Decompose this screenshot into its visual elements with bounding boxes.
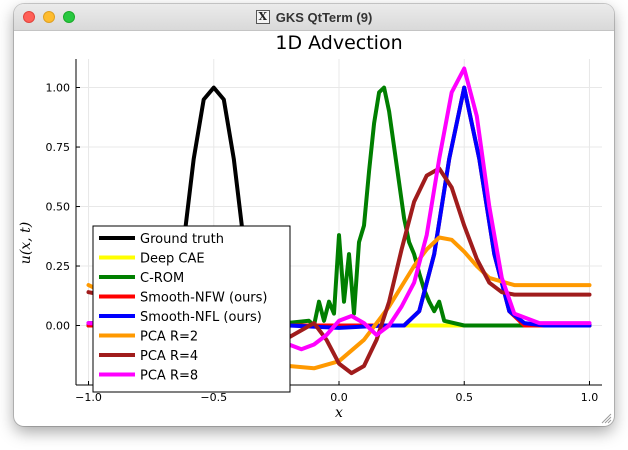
- chart-title: 1D Advection: [275, 32, 402, 54]
- legend-label: C-ROM: [140, 271, 184, 286]
- x-tick-label: 1.0: [581, 391, 599, 404]
- y-tick-label: 0.50: [46, 201, 71, 214]
- y-axis-label: u(x, t): [18, 222, 34, 264]
- legend-label: Deep CAE: [140, 252, 205, 267]
- series-line-2: [86, 85, 592, 328]
- resize-grip-icon[interactable]: [600, 412, 612, 424]
- window-title: GKS QtTerm (9): [275, 9, 373, 25]
- legend-box: [92, 225, 291, 393]
- x-tick-label: −1.0: [75, 391, 102, 404]
- x-tick-label: 0.5: [455, 391, 473, 404]
- legend: Ground truth Deep CAE C-ROM Smooth-NFW (our…: [92, 225, 291, 393]
- plot-canvas: −1.0 −0.5 0.0 0.5 1.0 0.00 0.25 0.50 0.75 1.00 1…: [14, 31, 614, 426]
- minimize-window-button[interactable]: [43, 11, 55, 23]
- x11-app-icon: X: [255, 10, 270, 24]
- legend-label: PCA R=2: [140, 330, 198, 345]
- y-tick-label: 0.25: [46, 260, 71, 273]
- legend-label: Ground truth: [140, 232, 224, 247]
- zoom-window-button[interactable]: [63, 11, 75, 23]
- y-tick-labels: 0.00 0.25 0.50 0.75 1.00: [46, 82, 71, 333]
- legend-label: PCA R=4: [140, 349, 198, 364]
- close-window-button[interactable]: [23, 11, 35, 23]
- series-line-4: [86, 85, 592, 330]
- x-tick-label: −0.5: [200, 391, 227, 404]
- x-tick-labels: −1.0 −0.5 0.0 0.5 1.0: [75, 391, 598, 404]
- x-tick-label: 0.0: [330, 391, 348, 404]
- legend-label: PCA R=8: [140, 369, 198, 384]
- y-tick-label: 0.75: [46, 141, 71, 154]
- legend-label: Smooth-NFL (ours): [140, 310, 262, 325]
- title-bar[interactable]: X GKS QtTerm (9): [14, 4, 614, 31]
- legend-label: Smooth-NFW (ours): [140, 291, 268, 306]
- app-window: X GKS QtTerm (9) −1.0 −0.5 0.0 0.5 1.0 0.00 0…: [14, 4, 614, 426]
- x-axis-label: x: [335, 405, 343, 421]
- line-chart: −1.0 −0.5 0.0 0.5 1.0 0.00 0.25 0.50 0.75 1.00 1…: [18, 32, 602, 421]
- y-tick-label: 0.00: [46, 320, 71, 333]
- y-tick-label: 1.00: [46, 82, 71, 95]
